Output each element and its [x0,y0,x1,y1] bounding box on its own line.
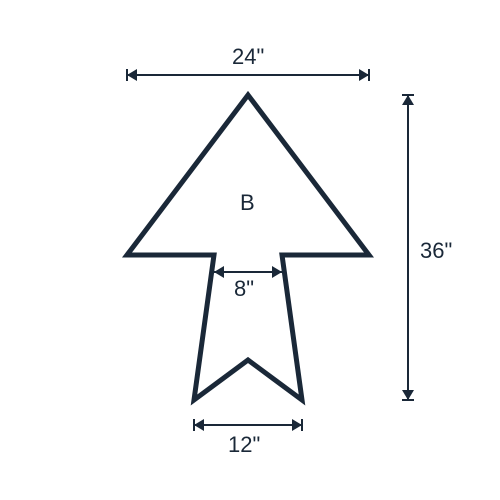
shape-label: B [240,190,255,216]
dim-right-label: 36" [420,238,452,264]
dim-mid-label: 8" [234,276,254,302]
dim-top-label: 24" [232,44,264,70]
dim-bottom-label: 12" [228,432,260,458]
